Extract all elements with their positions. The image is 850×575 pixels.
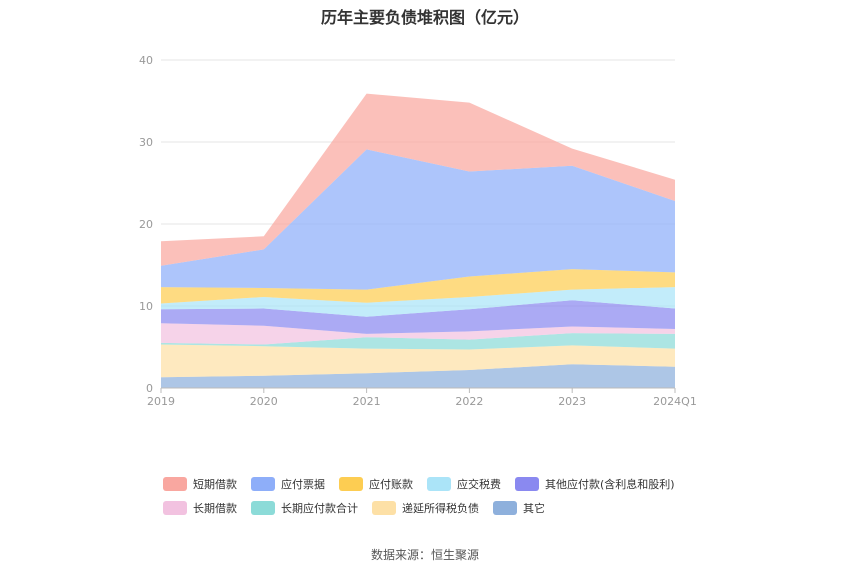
legend-swatch	[427, 477, 451, 491]
legend-label: 递延所得税负债	[402, 502, 479, 515]
legend-label: 其他应付款(含利息和股利)	[545, 478, 675, 491]
legend-item[interactable]: 长期借款	[163, 500, 237, 516]
legend-item[interactable]: 递延所得税负债	[372, 500, 479, 516]
legend-label: 长期借款	[193, 502, 237, 515]
legend-label: 应交税费	[457, 478, 501, 491]
legend-item[interactable]: 短期借款	[163, 476, 237, 492]
axes: 0 10 20 30 40 2019 2020 2021 2022 2023 2024Q1	[139, 54, 697, 408]
area-应交税费	[161, 287, 675, 317]
y-tick-label: 0	[146, 382, 153, 395]
legend-row: 长期借款 长期应付款合计 递延所得税负债 其它	[163, 496, 763, 520]
legend-swatch	[163, 501, 187, 515]
area-递延所得税负债	[161, 344, 675, 378]
y-tick-label: 10	[139, 300, 153, 313]
area-其他应付款(含利息和股利)	[161, 300, 675, 334]
area-长期应付款合计	[161, 333, 675, 350]
legend-swatch	[493, 501, 517, 515]
legend-swatch	[372, 501, 396, 515]
legend-label: 短期借款	[193, 478, 237, 491]
legend-item[interactable]: 应付票据	[251, 476, 325, 492]
legend-swatch	[163, 477, 187, 491]
y-tick-label: 40	[139, 54, 153, 67]
area-长期借款	[161, 323, 675, 345]
chart-title: 历年主要负债堆积图（亿元）	[320, 8, 529, 27]
area-series	[161, 93, 675, 388]
legend: 短期借款 应付票据 应付账款 应交税费 其他应付款(含利息和股利) 长期借款 长期应付款合…	[163, 472, 763, 520]
x-tick-label: 2022	[455, 395, 483, 408]
legend-item[interactable]: 其它	[493, 500, 545, 516]
stacked-area-chart: 0 10 20 30 40 2019 2020 2021 2022 2023 2024Q1	[139, 54, 697, 408]
area-其它	[161, 364, 675, 388]
area-应付票据	[161, 149, 675, 290]
x-tick-label: 2020	[250, 395, 278, 408]
legend-swatch	[251, 477, 275, 491]
legend-item[interactable]: 其他应付款(含利息和股利)	[515, 476, 675, 492]
legend-item[interactable]: 长期应付款合计	[251, 500, 358, 516]
x-tick-label: 2024Q1	[653, 395, 697, 408]
legend-swatch	[251, 501, 275, 515]
legend-swatch	[515, 477, 539, 491]
legend-label: 其它	[523, 502, 545, 515]
area-短期借款	[161, 93, 675, 266]
legend-item[interactable]: 应交税费	[427, 476, 501, 492]
x-tick-label: 2021	[353, 395, 381, 408]
legend-item[interactable]: 应付账款	[339, 476, 413, 492]
legend-swatch	[339, 477, 363, 491]
legend-label: 应付账款	[369, 478, 413, 491]
legend-label: 长期应付款合计	[281, 502, 358, 515]
area-应付账款	[161, 269, 675, 304]
x-tick-label: 2019	[147, 395, 175, 408]
data-source: 数据来源：恒生聚源	[370, 548, 479, 562]
x-tick-label: 2023	[558, 395, 586, 408]
y-tick-label: 30	[139, 136, 153, 149]
y-tick-label: 20	[139, 218, 153, 231]
legend-label: 应付票据	[281, 478, 325, 491]
legend-row: 短期借款 应付票据 应付账款 应交税费 其他应付款(含利息和股利)	[163, 472, 763, 496]
